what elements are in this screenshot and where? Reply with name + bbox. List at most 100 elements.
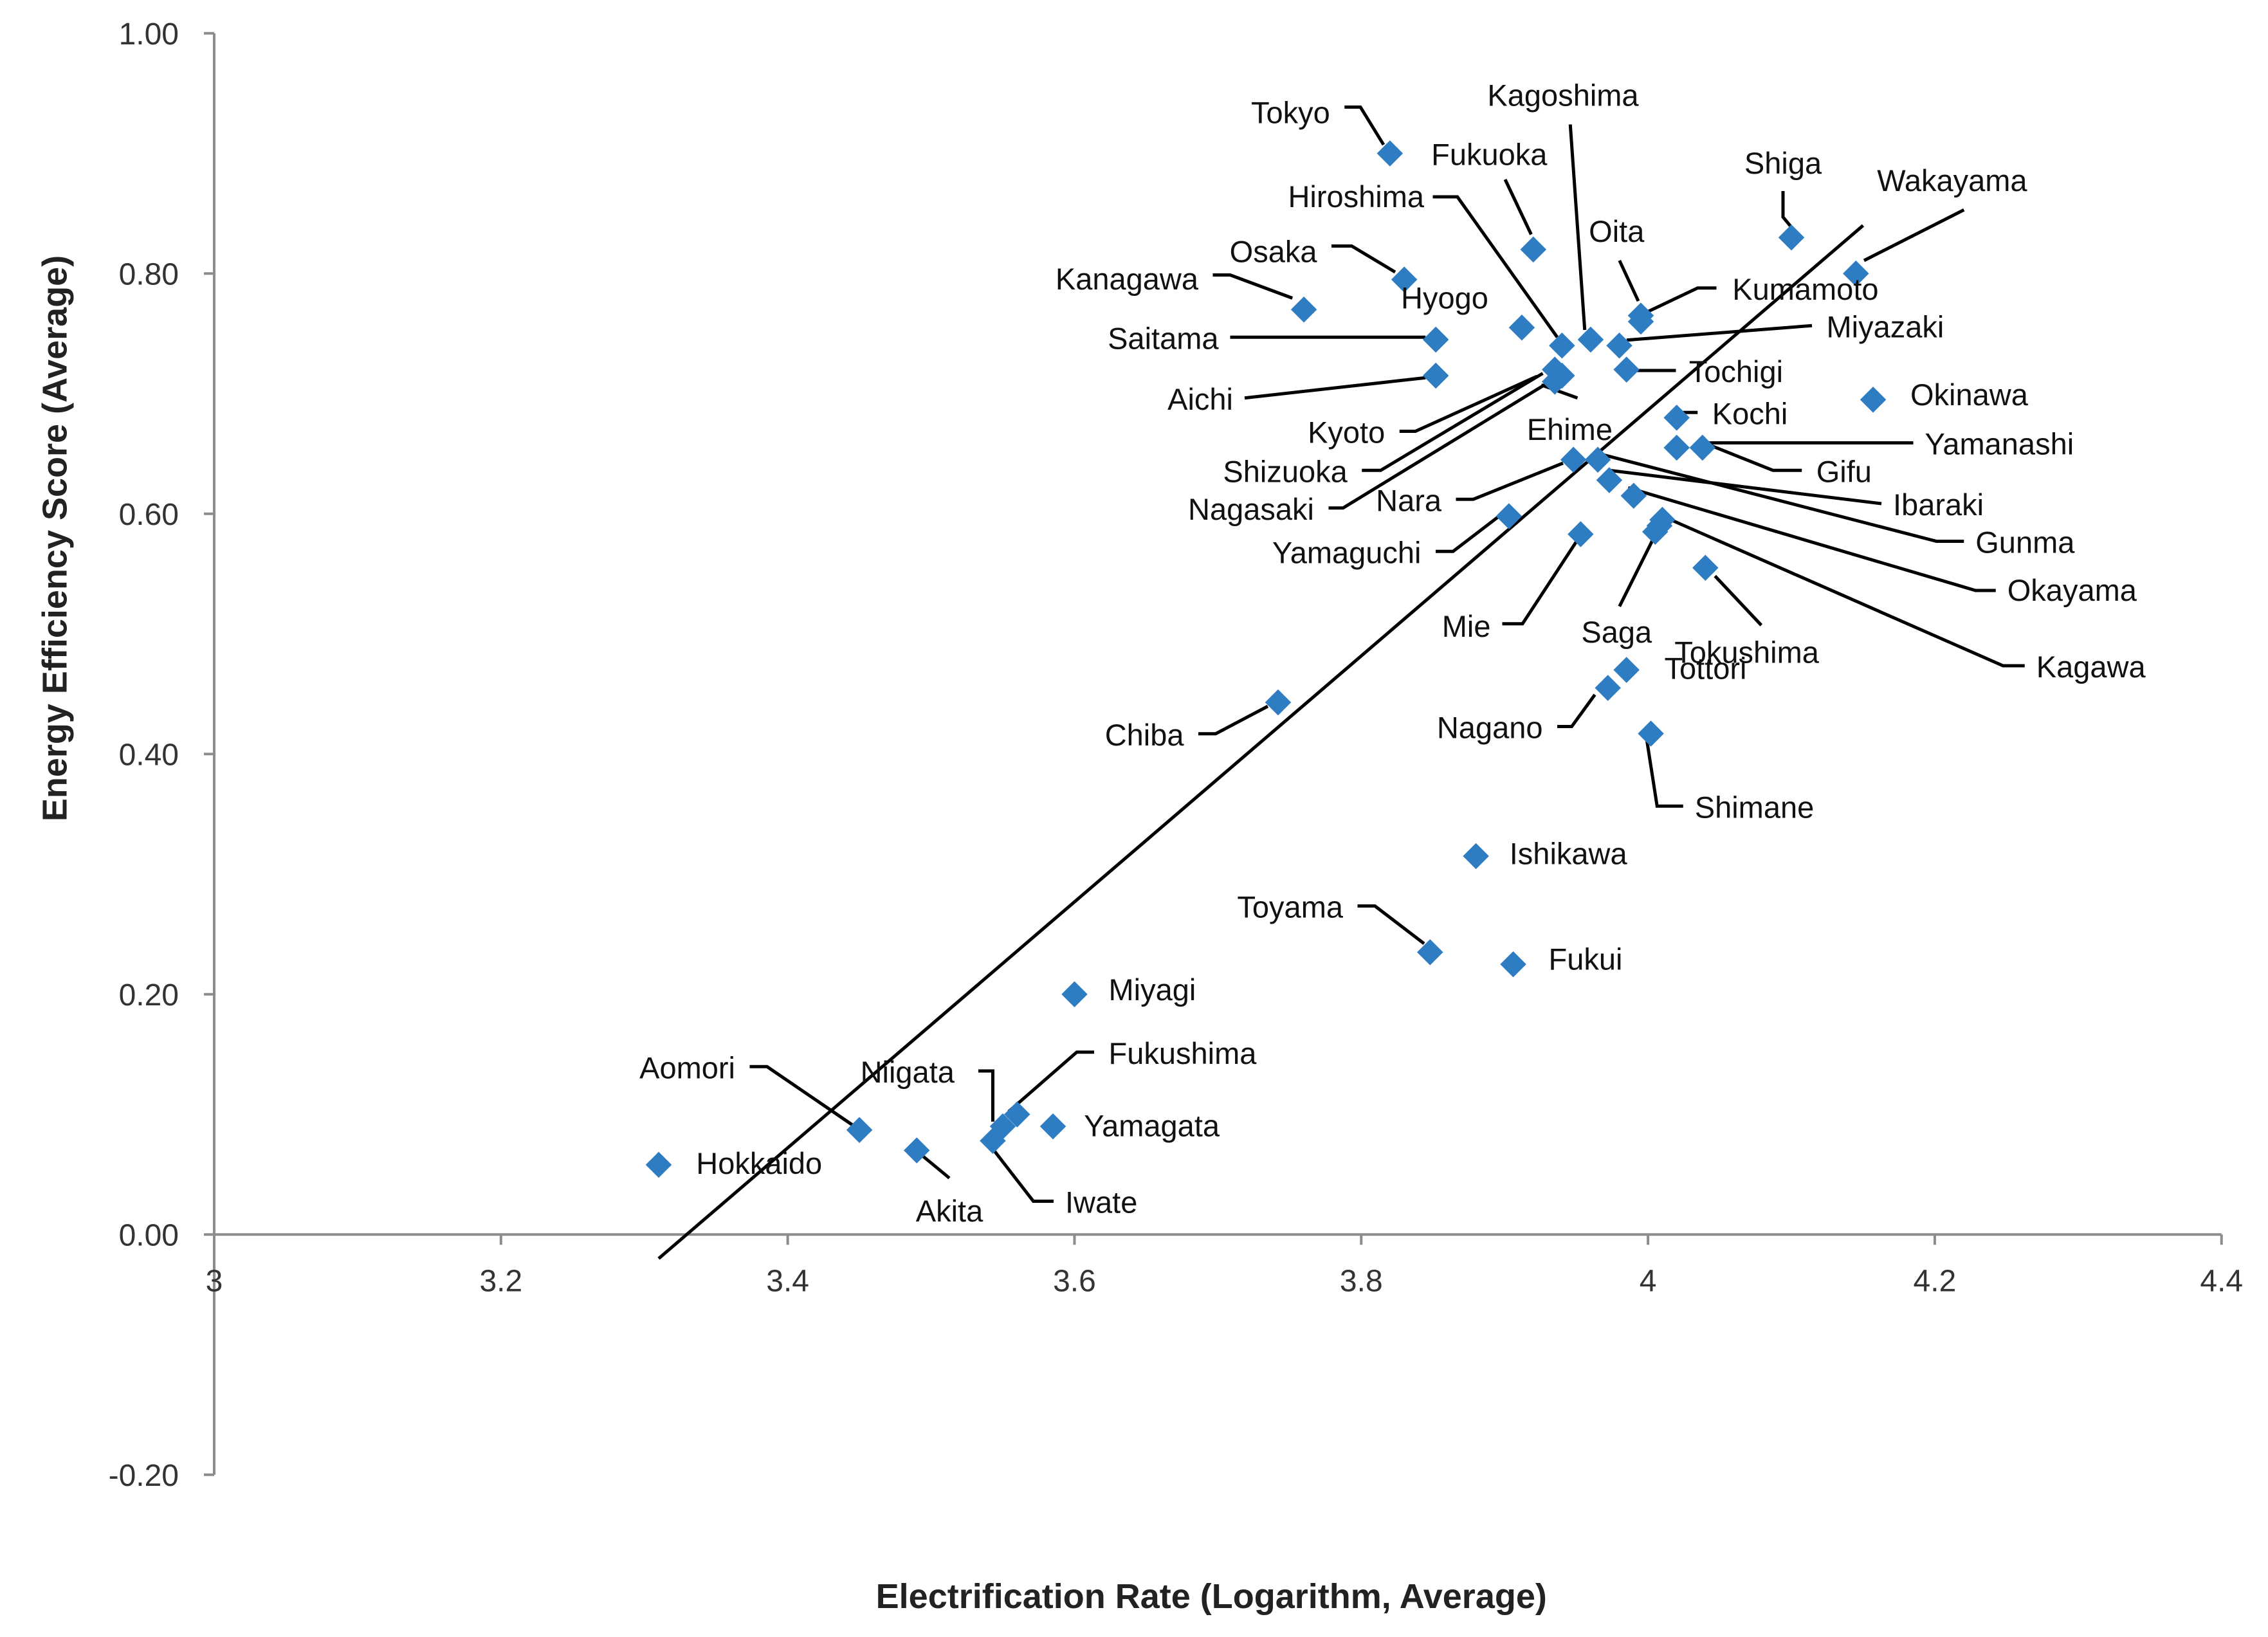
data-point-gunma [1620, 482, 1647, 509]
data-point-wakayama [1843, 261, 1869, 287]
point-label-osaka: Osaka [1230, 234, 1318, 268]
data-point-tottori [1613, 657, 1640, 683]
point-label-nagano: Nagano [1437, 711, 1543, 745]
point-label-kochi: Kochi [1712, 396, 1788, 430]
leader-line-osaka [1331, 244, 1396, 274]
point-label-mie: Mie [1442, 609, 1491, 643]
point-label-ibaraki: Ibaraki [1893, 488, 1984, 522]
data-point-miyagi [1061, 981, 1088, 1007]
point-label-tochigi: Tochigi [1689, 354, 1783, 389]
y-tick-label: 0.80 [119, 257, 179, 291]
data-point-iwate [980, 1128, 1006, 1154]
x-tick-label: 3.4 [766, 1264, 809, 1298]
data-point-shimane [1638, 720, 1664, 747]
point-label-yamagata: Yamagata [1084, 1108, 1220, 1142]
point-label-aomori: Aomori [639, 1050, 735, 1084]
leader-line-hiroshima [1432, 195, 1559, 338]
leader-line-aichi [1244, 376, 1426, 400]
point-label-tottori: Tottori [1665, 651, 1747, 685]
y-tick-label: 0.00 [119, 1218, 179, 1252]
point-label-shiga: Shiga [1744, 146, 1822, 180]
leader-line-nara [1456, 461, 1564, 501]
x-tick-label: 3.8 [1340, 1264, 1383, 1298]
point-label-wakayama: Wakayama [1877, 163, 2027, 197]
data-point-nagasaki [1541, 356, 1568, 383]
x-tick-label: 4.2 [1914, 1264, 1957, 1298]
point-label-miyagi: Miyagi [1109, 973, 1196, 1007]
leader-line-kyoto [1399, 374, 1538, 433]
point-label-kanagawa: Kanagawa [1056, 262, 1199, 296]
leader-line-fukuoka [1503, 178, 1533, 235]
leader-line-shizuoka [1362, 372, 1544, 472]
y-tick-label: 1.00 [119, 17, 179, 51]
data-point-kagoshima [1577, 326, 1604, 353]
data-point-ibaraki [1596, 467, 1623, 493]
leader-line-wakayama [1863, 208, 1965, 262]
data-point-fukushima [1004, 1101, 1030, 1128]
x-tick-label: 4.4 [2200, 1264, 2243, 1298]
data-point-hiroshima [1549, 333, 1575, 359]
leader-line-shimane [1645, 740, 1683, 808]
x-tick-label: 3.2 [479, 1264, 522, 1298]
leader-line-iwate [987, 1142, 1054, 1203]
leader-line-fukushima [1007, 1050, 1094, 1113]
point-label-hokkaido: Hokkaido [696, 1146, 822, 1180]
leader-line-yamaguchi [1436, 512, 1504, 553]
point-label-gunma: Gunma [1975, 526, 2075, 560]
data-point-ishikawa [1463, 843, 1489, 870]
leader-line-tokyo [1344, 105, 1385, 146]
leader-line-oita [1618, 259, 1640, 302]
data-point-aichi [1422, 362, 1449, 389]
leader-line-kumamoto [1639, 286, 1717, 317]
data-point-mie [1568, 521, 1594, 547]
point-label-saga: Saga [1581, 615, 1652, 649]
point-label-hiroshima: Hiroshima [1288, 179, 1424, 214]
data-point-hokkaido [645, 1151, 672, 1178]
data-point-hyogo [1508, 315, 1535, 341]
x-tick-label: 3 [206, 1264, 223, 1298]
point-label-nara: Nara [1376, 483, 1442, 517]
point-label-ehime: Ehime [1527, 412, 1613, 446]
point-label-shizuoka: Shizuoka [1223, 454, 1348, 488]
leader-line-kanagawa [1212, 273, 1294, 300]
point-label-kumamoto: Kumamoto [1732, 272, 1878, 306]
point-label-miyazaki: Miyazaki [1827, 309, 1944, 343]
y-axis-title: Energy Efficiency Score (Average) [36, 255, 75, 821]
data-point-fukui [1500, 951, 1526, 978]
data-point-toyama [1417, 939, 1443, 965]
leader-line-okayama [1627, 486, 1996, 592]
leader-line-nagasaki [1328, 379, 1553, 510]
leader-line-toyama [1357, 904, 1425, 945]
leader-line-ibaraki [1609, 468, 1882, 506]
data-point-nagano [1595, 675, 1621, 701]
data-point-nara [1560, 446, 1587, 473]
y-tick-label: -0.20 [109, 1459, 179, 1493]
data-point-yamaguchi [1495, 503, 1523, 529]
point-label-iwate: Iwate [1065, 1185, 1137, 1220]
leader-line-kagawa [1656, 512, 2025, 668]
point-label-saitama: Saitama [1108, 321, 1219, 355]
point-label-hyogo: Hyogo [1401, 280, 1488, 315]
x-tick-label: 3.6 [1053, 1264, 1096, 1298]
point-label-fukuoka: Fukuoka [1431, 138, 1548, 172]
data-point-tochigi [1613, 356, 1640, 383]
data-point-kagawa [1646, 513, 1673, 539]
leader-line-niigata [978, 1069, 994, 1122]
point-label-chiba: Chiba [1105, 718, 1185, 752]
trendline [657, 224, 1865, 1260]
leader-line-tokushima [1714, 574, 1763, 626]
point-label-tokushima: Tokushima [1674, 636, 1820, 670]
data-point-okinawa [1860, 387, 1887, 413]
data-point-yamanashi [1689, 434, 1716, 461]
x-tick-label: 4 [1640, 1264, 1657, 1298]
data-point-tokushima [1692, 554, 1719, 581]
data-point-fukuoka [1520, 236, 1547, 263]
data-point-tokyo [1376, 140, 1404, 167]
point-label-yamaguchi: Yamaguchi [1272, 535, 1422, 569]
point-label-kagawa: Kagawa [2036, 650, 2146, 684]
leader-line-aomori [749, 1065, 855, 1128]
y-tick-label: 0.20 [119, 978, 179, 1012]
leader-line-mie [1502, 535, 1582, 626]
point-label-shimane: Shimane [1695, 790, 1815, 824]
data-point-saitama [1422, 326, 1449, 353]
